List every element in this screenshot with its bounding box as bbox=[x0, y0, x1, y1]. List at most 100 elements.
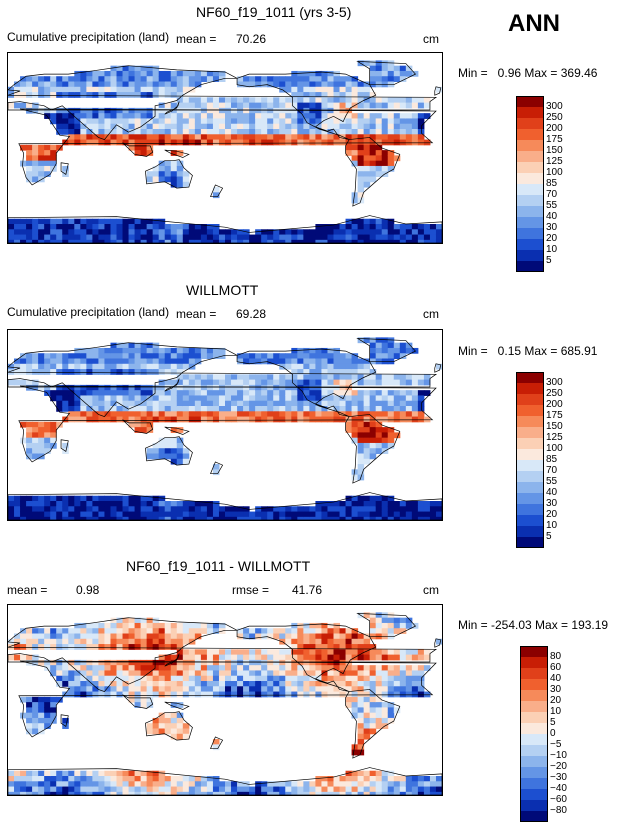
map-cell bbox=[357, 469, 365, 476]
map-cell bbox=[68, 501, 75, 507]
map-cell bbox=[285, 686, 292, 693]
map-cell bbox=[218, 229, 226, 236]
map-cell bbox=[104, 234, 111, 241]
map-cell bbox=[176, 712, 184, 719]
map-cell bbox=[237, 102, 244, 109]
map-cell bbox=[249, 374, 256, 381]
map-cell bbox=[369, 218, 377, 225]
map-cell bbox=[351, 712, 359, 719]
map-cell bbox=[351, 702, 359, 708]
map-cell bbox=[164, 239, 172, 243]
colorbar-level-label: 300 bbox=[546, 101, 563, 112]
map-cell bbox=[128, 644, 136, 650]
map-cell bbox=[104, 123, 111, 130]
map-cell bbox=[56, 224, 63, 230]
map-cell bbox=[128, 791, 136, 795]
map-cell bbox=[182, 123, 190, 130]
map-cell bbox=[435, 511, 442, 518]
map-cell bbox=[291, 239, 298, 243]
map-cell bbox=[176, 786, 184, 793]
map-cell bbox=[309, 654, 316, 661]
map-cell bbox=[170, 406, 178, 412]
map-cell bbox=[411, 229, 419, 236]
map-cell bbox=[333, 665, 341, 671]
map-cell bbox=[128, 113, 136, 119]
map-cell bbox=[26, 102, 33, 109]
map-cell bbox=[212, 622, 220, 629]
map-cell bbox=[399, 234, 407, 241]
map-cell bbox=[26, 234, 33, 241]
map-cell bbox=[26, 427, 33, 433]
map-cell bbox=[32, 644, 39, 650]
map-cell bbox=[291, 123, 298, 130]
map-cell bbox=[164, 358, 172, 365]
map-cell bbox=[92, 224, 99, 230]
map-cell bbox=[170, 437, 178, 444]
map-cell bbox=[92, 686, 99, 693]
map-cell bbox=[393, 379, 401, 386]
map-cell bbox=[50, 437, 57, 444]
map-cell bbox=[200, 129, 208, 135]
map-cell bbox=[104, 70, 111, 77]
map-cell bbox=[20, 770, 27, 777]
map-cell bbox=[26, 448, 33, 454]
map-cell bbox=[14, 781, 21, 788]
map-cell bbox=[128, 92, 136, 98]
map-cell bbox=[225, 506, 232, 513]
map-cell bbox=[309, 81, 316, 88]
map-cell bbox=[363, 458, 371, 465]
map-cell bbox=[225, 781, 232, 788]
map-cell bbox=[381, 65, 389, 72]
map-cell bbox=[381, 770, 389, 777]
map-cell bbox=[261, 628, 268, 634]
map-cell bbox=[267, 791, 274, 795]
map-cell bbox=[212, 395, 220, 402]
map-cell bbox=[152, 638, 160, 645]
map-cell bbox=[339, 501, 347, 507]
map-cell bbox=[381, 442, 389, 449]
map-cell bbox=[170, 181, 178, 188]
map-cell bbox=[321, 681, 328, 687]
map-cell bbox=[80, 384, 87, 391]
map-cell bbox=[212, 390, 220, 396]
map-cell bbox=[357, 791, 365, 795]
map-cell bbox=[417, 506, 425, 513]
map-cell bbox=[176, 347, 184, 354]
map-cell bbox=[182, 659, 190, 666]
map-cell bbox=[188, 501, 196, 507]
map-cell bbox=[98, 369, 105, 375]
map-cell bbox=[182, 239, 190, 243]
map-cell bbox=[98, 670, 105, 677]
map-cell bbox=[423, 506, 431, 513]
map-cell bbox=[134, 86, 142, 93]
colorbar-frame bbox=[516, 372, 544, 548]
map-cell bbox=[74, 406, 81, 412]
map-cell bbox=[369, 501, 377, 507]
map-cell bbox=[74, 416, 81, 423]
map-cell bbox=[381, 150, 389, 156]
map-cell bbox=[98, 129, 105, 135]
map-cell bbox=[291, 665, 298, 671]
map-cell bbox=[321, 139, 328, 146]
map-cell bbox=[303, 70, 310, 77]
map-cell bbox=[122, 234, 130, 241]
map-cell bbox=[279, 81, 286, 88]
map-cell bbox=[321, 129, 328, 135]
map-cell bbox=[339, 134, 347, 141]
map-cell bbox=[86, 224, 93, 230]
map-cell bbox=[182, 358, 190, 365]
map-cell bbox=[321, 516, 328, 520]
map-cell bbox=[128, 776, 136, 782]
map-cell bbox=[285, 229, 292, 236]
map-cell bbox=[128, 400, 136, 407]
map-cell bbox=[140, 363, 148, 370]
map-cell bbox=[200, 229, 208, 236]
map-cell bbox=[212, 97, 220, 104]
map-cell bbox=[218, 234, 226, 241]
map-cell bbox=[333, 92, 341, 98]
map-cell bbox=[50, 427, 57, 433]
map-cell bbox=[14, 81, 21, 88]
map-cell bbox=[267, 97, 274, 104]
map-cell bbox=[327, 622, 334, 629]
map-cell bbox=[56, 400, 63, 407]
